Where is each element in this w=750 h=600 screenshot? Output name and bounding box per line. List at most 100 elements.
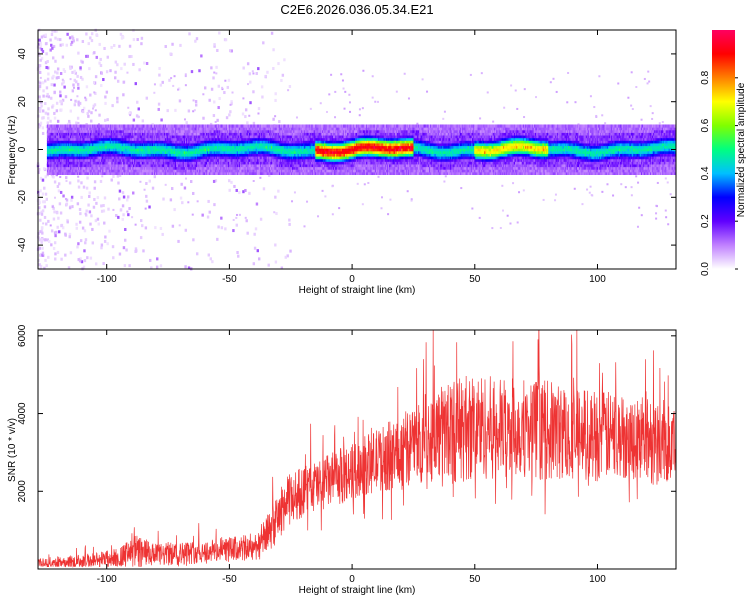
band-cell bbox=[275, 150, 278, 154]
band-cell bbox=[220, 140, 223, 144]
band-cell bbox=[181, 166, 184, 170]
band-cell bbox=[189, 137, 192, 141]
band-cell bbox=[81, 166, 83, 170]
band-cell bbox=[239, 166, 241, 170]
band-cell bbox=[138, 140, 141, 144]
noise-point bbox=[108, 229, 111, 233]
band-cell bbox=[106, 150, 109, 154]
band-cell bbox=[240, 153, 242, 157]
band-cell bbox=[264, 161, 267, 165]
band-cell bbox=[124, 153, 127, 157]
band-cell bbox=[190, 169, 193, 173]
band-cell bbox=[152, 163, 155, 168]
noise-point bbox=[142, 249, 145, 253]
band-cell bbox=[98, 158, 101, 162]
band-cell bbox=[65, 169, 68, 173]
band-cell bbox=[207, 127, 209, 131]
band-cell bbox=[237, 140, 240, 144]
band-cell bbox=[262, 137, 265, 141]
band-cell bbox=[82, 163, 85, 168]
band-cell bbox=[158, 153, 161, 157]
band-cell bbox=[156, 153, 159, 157]
band-cell bbox=[134, 166, 136, 170]
noise-point bbox=[41, 178, 45, 182]
band-cell bbox=[239, 132, 241, 136]
band-cell bbox=[108, 127, 111, 131]
band-cell bbox=[139, 150, 142, 154]
band-cell bbox=[201, 153, 204, 157]
band-cell bbox=[51, 127, 54, 131]
band-cell bbox=[274, 163, 277, 168]
band-cell bbox=[110, 134, 113, 139]
band-cell bbox=[192, 150, 195, 154]
band-cell bbox=[94, 129, 97, 133]
band-cell bbox=[55, 156, 58, 160]
noise-point bbox=[252, 121, 256, 125]
band-cell bbox=[46, 156, 49, 160]
band-cell bbox=[218, 127, 220, 131]
band-cell bbox=[183, 134, 186, 139]
band-cell bbox=[140, 156, 143, 160]
band-cell bbox=[187, 169, 189, 173]
band-cell bbox=[237, 153, 240, 157]
noise-point bbox=[47, 107, 50, 111]
noise-point bbox=[228, 188, 231, 192]
band-cell bbox=[61, 156, 64, 160]
band-cell bbox=[209, 132, 212, 136]
noise-point bbox=[324, 195, 327, 198]
band-cell bbox=[78, 163, 81, 168]
band-cell bbox=[234, 169, 237, 173]
band-cell bbox=[215, 148, 218, 152]
band-cell bbox=[203, 124, 206, 128]
band-cell bbox=[155, 163, 157, 168]
noise-point bbox=[512, 182, 515, 185]
band-cell bbox=[214, 124, 217, 128]
band-cell bbox=[191, 163, 194, 168]
band-cell bbox=[147, 169, 150, 173]
band-cell bbox=[165, 124, 167, 128]
band-cell bbox=[66, 153, 69, 157]
band-cell bbox=[162, 148, 165, 152]
noise-point bbox=[217, 225, 220, 229]
band-cell bbox=[155, 169, 157, 173]
band-cell bbox=[64, 166, 67, 170]
band-cell bbox=[151, 127, 154, 131]
band-cell bbox=[96, 145, 99, 149]
band-cell bbox=[183, 163, 186, 168]
band-cell bbox=[123, 156, 125, 160]
band-cell bbox=[54, 145, 57, 149]
noise-point bbox=[77, 100, 80, 104]
band-cell bbox=[213, 145, 216, 149]
band-cell bbox=[221, 161, 224, 165]
band-cell bbox=[183, 156, 186, 160]
band-cell bbox=[241, 169, 244, 173]
noise-point bbox=[277, 189, 280, 193]
band-cell bbox=[252, 142, 255, 147]
band-cell bbox=[237, 127, 240, 131]
band-cell bbox=[266, 163, 269, 168]
band-cell bbox=[64, 153, 67, 157]
band-cell bbox=[204, 161, 207, 165]
band-cell bbox=[268, 145, 271, 149]
noise-point bbox=[514, 89, 517, 92]
band-cell bbox=[171, 158, 174, 162]
band-cell bbox=[72, 163, 75, 168]
band-cell bbox=[147, 150, 150, 154]
noise-point bbox=[554, 193, 557, 196]
noise-point bbox=[40, 35, 44, 39]
band-cell bbox=[65, 148, 68, 152]
band-cell bbox=[192, 137, 195, 141]
band-cell bbox=[237, 134, 240, 139]
band-cell bbox=[48, 129, 50, 133]
band-cell bbox=[74, 169, 77, 173]
band-cell bbox=[123, 169, 125, 173]
noise-point bbox=[56, 71, 59, 75]
band-cell bbox=[73, 124, 76, 128]
band-cell bbox=[177, 153, 180, 157]
band-cell bbox=[211, 171, 214, 175]
noise-point bbox=[228, 179, 231, 183]
band-cell bbox=[172, 142, 175, 147]
band-cell bbox=[161, 134, 164, 139]
noise-point bbox=[91, 227, 94, 231]
band-cell bbox=[248, 171, 251, 175]
